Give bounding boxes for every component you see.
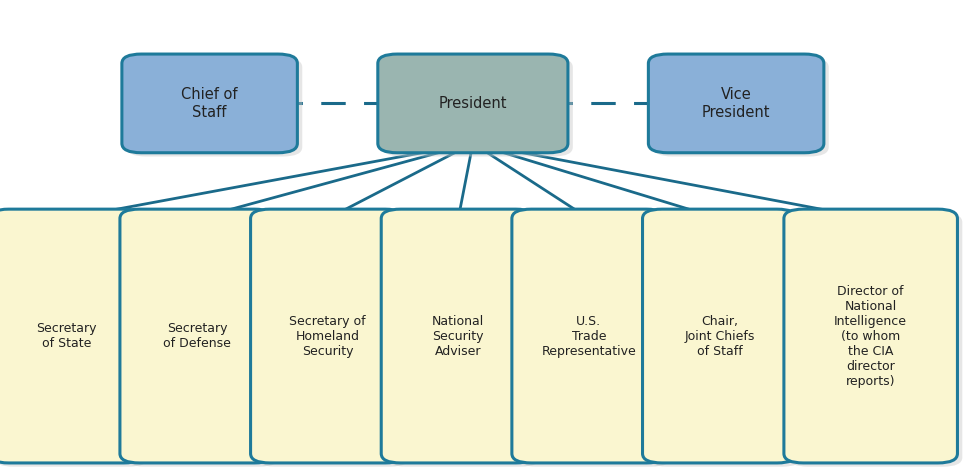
- FancyBboxPatch shape: [120, 209, 274, 463]
- FancyBboxPatch shape: [381, 209, 535, 463]
- FancyBboxPatch shape: [643, 209, 797, 463]
- FancyBboxPatch shape: [122, 54, 297, 153]
- FancyBboxPatch shape: [0, 209, 143, 463]
- FancyBboxPatch shape: [512, 209, 666, 463]
- FancyBboxPatch shape: [784, 209, 957, 463]
- FancyBboxPatch shape: [386, 213, 540, 467]
- FancyBboxPatch shape: [127, 58, 302, 157]
- FancyBboxPatch shape: [251, 209, 405, 463]
- FancyBboxPatch shape: [0, 213, 148, 467]
- FancyBboxPatch shape: [648, 54, 824, 153]
- Text: Vice
President: Vice President: [702, 87, 770, 119]
- FancyBboxPatch shape: [255, 213, 410, 467]
- Text: Secretary
of Defense: Secretary of Defense: [163, 322, 231, 350]
- Text: Secretary
of State: Secretary of State: [36, 322, 97, 350]
- Text: Secretary of
Homeland
Security: Secretary of Homeland Security: [290, 314, 366, 358]
- FancyBboxPatch shape: [377, 54, 567, 153]
- FancyBboxPatch shape: [382, 58, 572, 157]
- FancyBboxPatch shape: [647, 213, 801, 467]
- Text: U.S.
Trade
Representative: U.S. Trade Representative: [541, 314, 637, 358]
- Text: Director of
National
Intelligence
(to whom
the CIA
director
reports): Director of National Intelligence (to wh…: [835, 284, 907, 388]
- Text: National
Security
Adviser: National Security Adviser: [432, 314, 485, 358]
- FancyBboxPatch shape: [125, 213, 279, 467]
- FancyBboxPatch shape: [653, 58, 829, 157]
- Text: Chair,
Joint Chiefs
of Staff: Chair, Joint Chiefs of Staff: [684, 314, 755, 358]
- Text: Chief of
Staff: Chief of Staff: [181, 87, 238, 119]
- FancyBboxPatch shape: [517, 213, 671, 467]
- Text: President: President: [439, 96, 507, 111]
- FancyBboxPatch shape: [789, 213, 962, 467]
